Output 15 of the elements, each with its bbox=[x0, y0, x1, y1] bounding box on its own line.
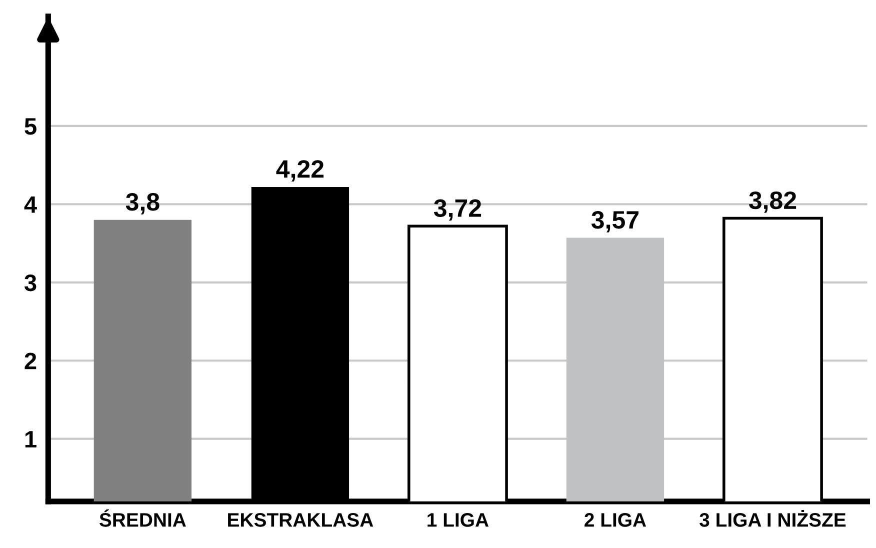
data-label: 3,8 bbox=[126, 193, 160, 214]
x-tick-label: ŚREDNIA bbox=[99, 509, 186, 527]
data-label: 3,57 bbox=[591, 211, 638, 232]
x-tick-label: 2 LIGA bbox=[584, 513, 646, 527]
data-label: 3,82 bbox=[748, 191, 796, 213]
y-tick-label: 5 bbox=[24, 118, 36, 135]
x-tick-label: 3 LIGA I NIŻSZE bbox=[700, 510, 846, 527]
y-tick-label: 2 bbox=[24, 352, 36, 370]
y-tick-label: 1 bbox=[25, 431, 36, 448]
data-label: 3,72 bbox=[434, 199, 482, 221]
x-tick-label: 1 LIGA bbox=[428, 513, 489, 527]
y-tick-label: 4 bbox=[24, 196, 37, 213]
x-tick-label: EKSTRAKLASA bbox=[228, 513, 374, 527]
y-tick-label: 3 bbox=[24, 274, 36, 292]
data-label: 4,22 bbox=[276, 160, 324, 182]
